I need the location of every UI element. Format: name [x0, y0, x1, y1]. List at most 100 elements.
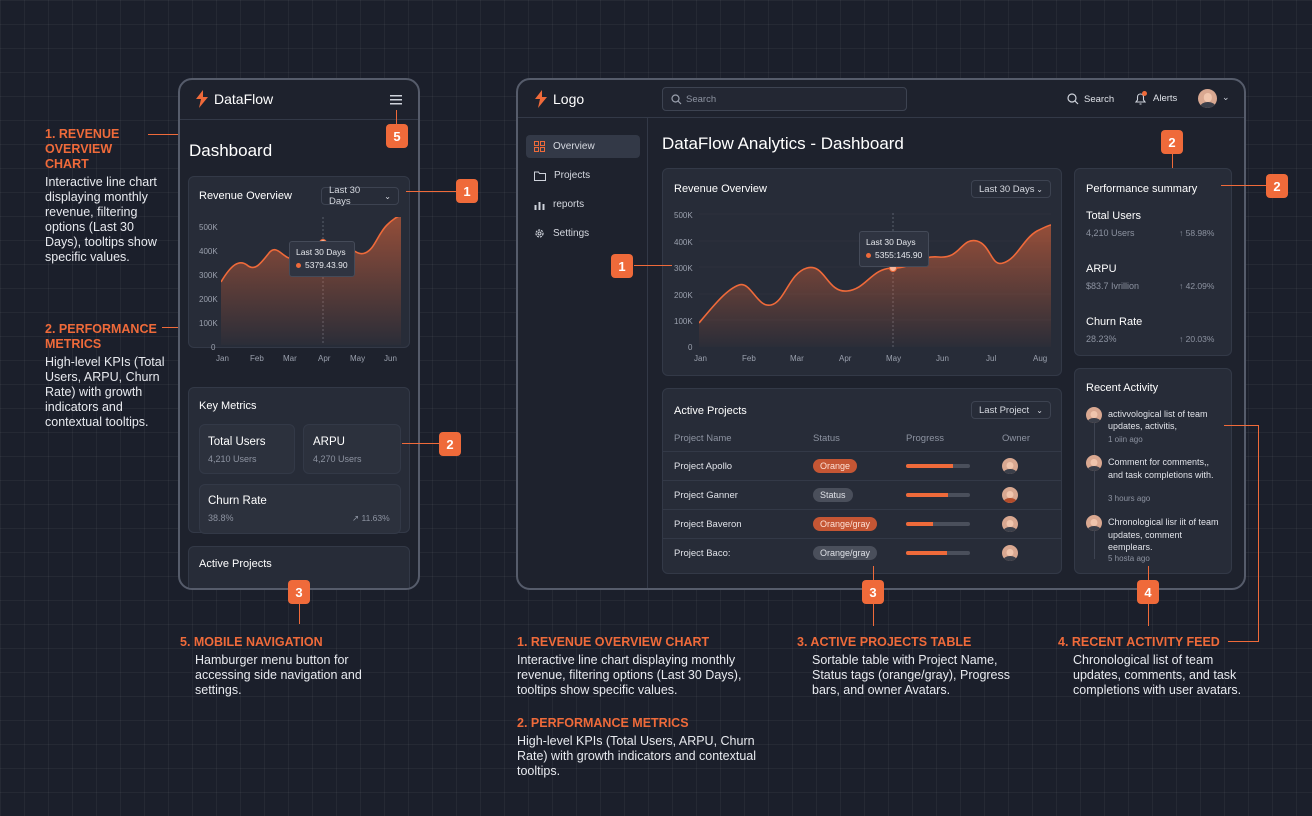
x-tick: Apr [839, 354, 852, 363]
project-filter-dropdown[interactable]: Last Project ⌄ [971, 401, 1051, 419]
table-row[interactable]: Project Baveron Orange/gray [663, 509, 1061, 538]
activity-item[interactable]: activvological list of team updates, act… [1075, 406, 1231, 450]
search-button[interactable]: Search [1067, 93, 1114, 105]
project-name: Project Apollo [674, 461, 733, 472]
column-header-project-name[interactable]: Project Name [674, 433, 732, 444]
activity-text: Chronological lisr iit of team updates, … [1108, 517, 1219, 552]
connector-line [1172, 154, 1173, 168]
owner-avatar [1002, 458, 1018, 474]
sidebar-item-settings[interactable]: Settings [526, 222, 640, 245]
connector-line [162, 327, 188, 328]
badge-4: 4 [1137, 580, 1159, 604]
annotation-left-revenue-title: 1. REVENUE OVERVIEW CHART [45, 127, 120, 171]
progress-bar [906, 464, 970, 468]
y-tick: 200K [674, 291, 693, 300]
y-tick: 200K [199, 295, 218, 304]
connector-line [1148, 566, 1149, 580]
y-tick: 400K [199, 247, 218, 256]
metric-value: 4,270 Users [313, 454, 362, 464]
page-title: DataFlow Analytics - Dashboard [662, 134, 904, 153]
search-icon [1067, 93, 1079, 105]
status-tag: Orange/gray [813, 546, 878, 560]
gear-icon [535, 229, 544, 238]
column-header-owner[interactable]: Owner [1002, 433, 1030, 444]
annotation-revenue-title: 1. REVENUE OVERVIEW CHART [517, 635, 710, 649]
owner-avatar [1002, 487, 1018, 503]
y-tick: 500K [674, 211, 693, 220]
y-tick: 0 [688, 343, 693, 352]
kpi-change: ↑ 42.09% [1179, 281, 1215, 291]
progress-fill [906, 493, 949, 497]
hamburger-icon [390, 95, 402, 105]
x-tick: May [886, 354, 902, 363]
annotation-revenue-text: Interactive line chart displaying monthl… [517, 653, 742, 697]
sidebar-item-label: reports [553, 199, 585, 210]
table-row[interactable]: Project Apollo Orange [663, 451, 1061, 480]
metric-arpu[interactable]: ARPU 4,270 Users [303, 424, 401, 474]
mobile-revenue-card: Revenue Overview Last 30 Days ⌄ 500K 400K… [188, 176, 410, 363]
badge-5: 5 [386, 124, 408, 148]
tooltip-label: Last 30 Days [866, 237, 916, 247]
logo-text: Logo [553, 91, 585, 107]
metric-value: 38.8% [208, 513, 234, 523]
card-title: Revenue Overview [674, 183, 767, 195]
project-name: Project Baveron [674, 519, 742, 530]
y-tick: 100K [674, 317, 693, 326]
dropdown-label: Last 30 Days [329, 185, 361, 207]
annotation-activity-text: Chronological list of team updates, comm… [1073, 653, 1242, 697]
card-title: Recent Activity [1086, 382, 1159, 394]
metric-label: ARPU [313, 436, 345, 448]
owner-avatar [1002, 545, 1018, 561]
user-avatar [1086, 455, 1102, 471]
kpi-label: Churn Rate [1086, 316, 1143, 328]
mobile-revenue-line-chart[interactable] [221, 217, 403, 347]
metric-label: Total Users [208, 436, 266, 448]
activity-time: 1 oiin ago [1108, 435, 1143, 444]
chevron-down-icon[interactable]: ⌄ [1222, 92, 1230, 102]
annotation-metrics-text: High-level KPIs (Total Users, ARPU, Chur… [517, 734, 757, 778]
x-tick: Feb [742, 354, 756, 363]
desktop-frame: Logo Search Search Alerts ⌄ Overview Pro… [516, 78, 1246, 590]
user-avatar [1086, 407, 1102, 423]
table-row[interactable]: Project Ganner Status [663, 480, 1061, 509]
user-avatar[interactable] [1198, 89, 1217, 108]
x-tick: May [350, 354, 366, 363]
card-title: Revenue Overview [199, 190, 292, 202]
annotation-activity-title: 4. RECENT ACTIVITY FEED [1058, 635, 1220, 649]
project-name: Project Ganner [674, 490, 738, 501]
revenue-area [221, 217, 401, 345]
alerts-button[interactable]: Alerts [1134, 91, 1177, 105]
mobile-chart-tooltip: Last 30 Days 5379.43.90 [289, 241, 355, 277]
kpi-change: ↑ 20.03% [1179, 334, 1215, 344]
connector-line [1224, 425, 1259, 426]
x-tick: Jun [936, 354, 949, 363]
progress-bar [906, 551, 970, 555]
mobile-brand: DataFlow [214, 91, 274, 107]
kpi-value: 4,210 Users [1086, 228, 1135, 238]
metric-total-users[interactable]: Total Users 4,210 Users [199, 424, 295, 474]
logo-icon [535, 90, 547, 108]
sidebar-item-overview[interactable]: Overview [526, 135, 640, 158]
column-header-progress[interactable]: Progress [906, 433, 945, 444]
metric-churn-rate[interactable]: Churn Rate 38.8% ↗ 11.63% [199, 484, 401, 534]
date-range-dropdown[interactable]: Last 30 Days ⌄ [321, 185, 399, 207]
connector-line [873, 566, 874, 580]
x-tick: Apr [318, 354, 331, 363]
connector-line [396, 110, 397, 134]
search-input[interactable]: Search [662, 87, 907, 111]
badge-2: 2 [439, 432, 461, 456]
date-range-dropdown[interactable]: Last 30 Days ⌄ [971, 180, 1051, 198]
hamburger-menu-button[interactable] [390, 93, 404, 105]
column-header-status[interactable]: Status [813, 433, 840, 444]
badge-1: 1 [456, 179, 478, 203]
sidebar-item-label: Settings [553, 228, 590, 239]
status-tag: Status [813, 488, 853, 502]
activity-item[interactable]: Chronological lisr iit of team updates, … [1075, 514, 1231, 566]
activity-item[interactable]: Comment for comments,, and task completi… [1075, 454, 1231, 506]
sidebar-item-projects[interactable]: Projects [526, 164, 640, 187]
sidebar-item-reports[interactable]: reports [526, 193, 640, 216]
sidebar-item-label: Overview [553, 141, 595, 152]
table-row[interactable]: Project Baco: Orange/gray [663, 538, 1061, 567]
tooltip-value-row: 5355:145.90 [866, 249, 922, 262]
metric-label: Churn Rate [208, 495, 267, 507]
